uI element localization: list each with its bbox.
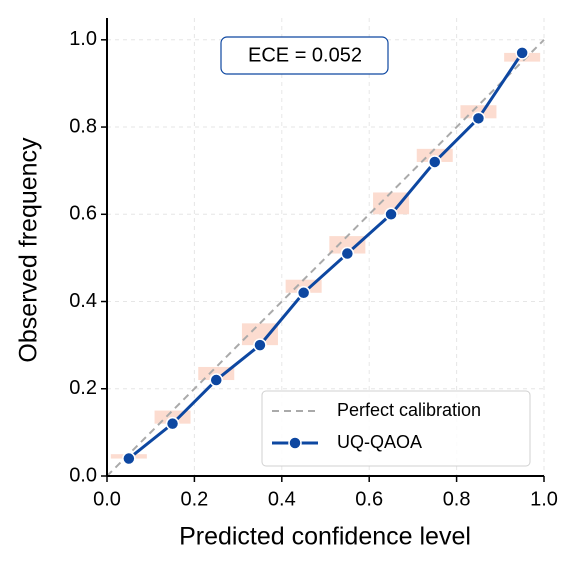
reference-line	[106, 39, 545, 477]
y-tick-label: 0.6	[69, 203, 97, 225]
y-tick-label: 0.2	[69, 377, 97, 399]
gap-bar	[329, 236, 366, 254]
legend-label: UQ-QAOA	[337, 432, 422, 452]
y-axis-label: Observed frequency	[15, 137, 43, 363]
gap-bar	[241, 323, 278, 346]
y-tick-label: 0.0	[69, 464, 97, 486]
legend-label: Perfect calibration	[337, 400, 481, 420]
x-tick-label: 0.0	[93, 488, 121, 510]
series-line	[127, 52, 524, 460]
legend-swatch	[288, 436, 302, 450]
data-point	[515, 46, 529, 60]
data-point	[428, 155, 442, 169]
x-tick-label: 0.2	[180, 488, 208, 510]
data-point	[209, 373, 223, 387]
data-point	[384, 207, 398, 222]
gap-bar	[373, 192, 410, 215]
y-tick-label: 0.4	[69, 290, 97, 312]
x-tick-label: 0.6	[355, 488, 383, 510]
x-tick-label: 0.4	[268, 488, 296, 510]
x-tick-label: 1.0	[530, 488, 558, 510]
data-point	[122, 451, 136, 466]
data-point	[340, 246, 355, 261]
data-point	[165, 416, 180, 431]
data-point	[253, 338, 267, 352]
y-tick-label: 1.0	[69, 28, 97, 50]
y-tick-label: 0.8	[69, 115, 97, 137]
data-point	[296, 286, 311, 300]
data-point	[471, 111, 486, 126]
annotation: ECE = 0.052	[248, 44, 362, 66]
legend-box	[261, 390, 531, 467]
annotation-box	[220, 36, 389, 75]
x-axis-label: Predicted confidence level	[179, 523, 471, 551]
x-tick-label: 0.8	[443, 488, 471, 510]
